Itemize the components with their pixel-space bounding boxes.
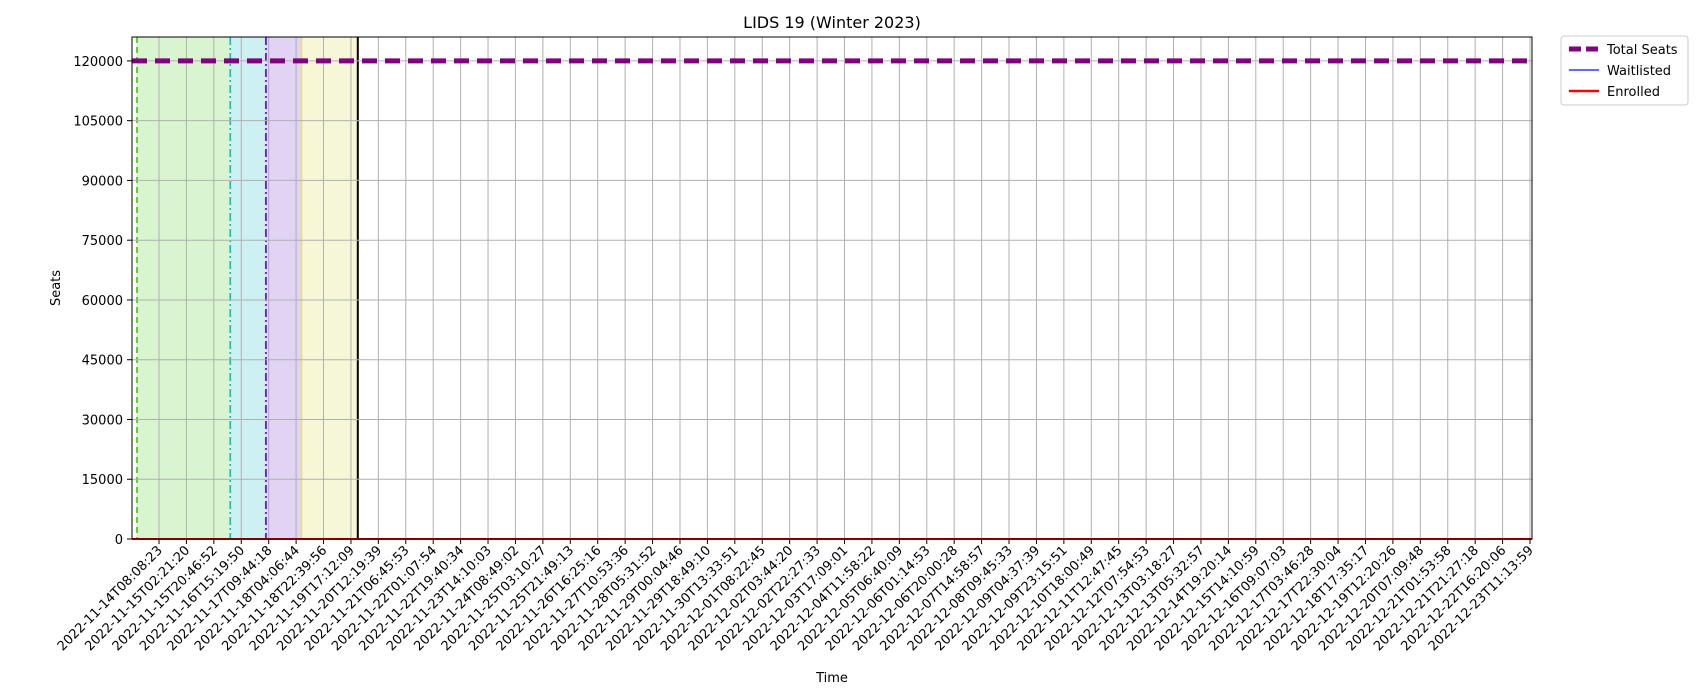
legend-entry-label: Total Seats xyxy=(1606,43,1678,58)
chart-title: LIDS 19 (Winter 2023) xyxy=(743,13,921,32)
y-ticks: 0 15000 30000 45000 60000 75000 90000 105000 120… xyxy=(73,55,132,548)
grid xyxy=(132,37,1532,540)
legend-entry-label: Waitlisted xyxy=(1607,64,1671,79)
x-axis-label: Time xyxy=(815,671,848,686)
phase-band xyxy=(230,37,266,539)
y-tick-label: 15000 xyxy=(82,473,123,488)
legend-entry-label: Enrolled xyxy=(1607,85,1660,100)
y-axis-label: Seats xyxy=(49,270,64,306)
y-tick-label: 60000 xyxy=(82,294,123,309)
y-tick-label: 0 xyxy=(115,533,123,548)
x-ticks: 2022-11-14T08:08:232022-11-15T02:21:2020… xyxy=(55,539,1537,654)
y-tick-label: 120000 xyxy=(73,55,123,70)
y-tick-label: 90000 xyxy=(82,174,123,189)
phase-band xyxy=(301,37,358,539)
y-tick-label: 105000 xyxy=(73,115,123,130)
y-tick-label: 45000 xyxy=(82,354,123,369)
y-tick-label: 30000 xyxy=(82,413,123,428)
phase-band xyxy=(137,37,231,539)
legend: Total Seats Waitlisted Enrolled xyxy=(1560,35,1689,106)
y-tick-label: 75000 xyxy=(82,234,123,249)
plot-frame xyxy=(131,36,1533,540)
phase-bands xyxy=(136,37,359,539)
legend-box xyxy=(1560,35,1689,106)
